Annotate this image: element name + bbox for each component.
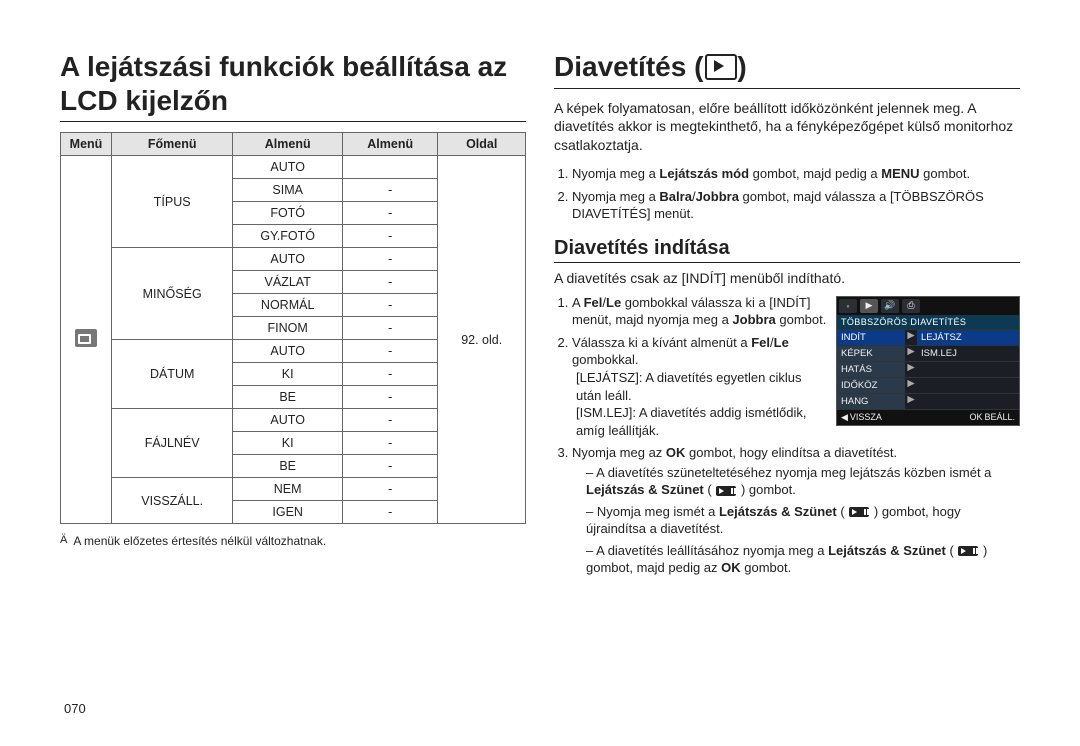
submenu-cell: AUTO [233, 340, 343, 363]
camera-menu-item: KÉPEK [837, 346, 905, 361]
submenu-cell: KI [233, 432, 343, 455]
camera-menu-item: HANG [837, 394, 905, 409]
top-steps: Nyomja meg a Lejátszás mód gombot, majd … [554, 165, 1020, 223]
slideshow-icon [705, 54, 737, 80]
submenu-cell: - [343, 386, 438, 409]
submenu-cell: - [343, 432, 438, 455]
camera-submenu-item: ISM.LEJ [917, 346, 1019, 361]
camera-submenu-item: LEJÁTSZ [917, 330, 1019, 345]
submenu-cell: BE [233, 386, 343, 409]
submenu-cell: - [343, 409, 438, 432]
submenu-cell: - [343, 248, 438, 271]
table-header: Almenü [343, 133, 438, 156]
table-header: Oldal [438, 133, 526, 156]
submenu-cell: - [343, 179, 438, 202]
chevron-right-icon: ▶ [905, 378, 917, 393]
main-menu-cell: TÍPUS [112, 156, 233, 248]
submenu-cell: AUTO [233, 409, 343, 432]
submenu-cell: SIMA [233, 179, 343, 202]
submenu-cell: - [343, 294, 438, 317]
camera-tab-icon: 🔊 [881, 299, 899, 313]
main-menu-cell: MINŐSÉG [112, 248, 233, 340]
play-pause-icon [958, 546, 978, 556]
submenu-cell: FOTÓ [233, 202, 343, 225]
table-header: Menü [61, 133, 112, 156]
submenu-cell: - [343, 271, 438, 294]
camera-ui-row: HANG▶ [837, 393, 1019, 409]
camera-ui-footer: ◀ VISSZA OK BEÁLL. [837, 409, 1019, 425]
camera-submenu-item [917, 378, 1019, 393]
submenu-cell: BE [233, 455, 343, 478]
dash-item: Nyomja meg ismét a Lejátszás & Szünet ( … [586, 503, 1020, 538]
camera-ui-row: IDŐKÖZ▶ [837, 377, 1019, 393]
sub-heading: Diavetítés indítása [554, 237, 1020, 263]
main-menu-cell: DÁTUM [112, 340, 233, 409]
camera-tab-icon: ▶ [860, 299, 878, 313]
page-number: 070 [64, 701, 86, 716]
camera-menu-item: INDÍT [837, 330, 905, 345]
play-pause-icon [849, 507, 869, 517]
chevron-right-icon: ▶ [905, 394, 917, 409]
right-heading: Diavetítés () [554, 50, 1020, 89]
footnote-text: A menük előzetes értesítés nélkül változ… [73, 534, 326, 548]
submenu-cell [343, 156, 438, 179]
table-header: Almenü [233, 133, 343, 156]
chevron-right-icon: ▶ [905, 330, 917, 345]
submenu-cell: IGEN [233, 501, 343, 524]
dash-list: A diavetítés szüneteltetéséhez nyomja me… [572, 464, 1020, 577]
submenu-cell: NORMÁL [233, 294, 343, 317]
chevron-right-icon: ▶ [905, 346, 917, 361]
submenu-cell: - [343, 455, 438, 478]
table-row: TÍPUSAUTO92. old. [61, 156, 526, 179]
step-1: Nyomja meg a Lejátszás mód gombot, majd … [572, 165, 1020, 183]
main-menu-cell: FÁJLNÉV [112, 409, 233, 478]
main-menu-cell: VISSZÁLL. [112, 478, 233, 524]
camera-submenu-item [917, 362, 1019, 377]
camera-ui-title: TÖBBSZÖRÖS DIAVETÍTÉS [837, 315, 1019, 329]
camera-ui-panel: ◦ ▶ 🔊 ⎙ TÖBBSZÖRÖS DIAVETÍTÉS INDÍT▶LEJÁ… [836, 296, 1020, 426]
submenu-cell: FINOM [233, 317, 343, 340]
dash-item: A diavetítés szüneteltetéséhez nyomja me… [586, 464, 1020, 499]
submenu-cell: GY.FOTÓ [233, 225, 343, 248]
submenu-cell: - [343, 340, 438, 363]
dash-item: A diavetítés leállításához nyomja meg a … [586, 542, 1020, 577]
camera-tab-icon: ◦ [839, 299, 857, 313]
camera-submenu-item [917, 394, 1019, 409]
submenu-cell: KI [233, 363, 343, 386]
menu-icon-cell [61, 156, 112, 524]
left-heading: A lejátszási funkciók beállítása az LCD … [60, 50, 526, 122]
table-header: Főmenü [112, 133, 233, 156]
camera-ui-row: INDÍT▶LEJÁTSZ [837, 329, 1019, 345]
submenu-cell: - [343, 363, 438, 386]
play-pause-icon [716, 486, 736, 496]
sub-intro: A diavetítés csak az [INDÍT] menüből ind… [554, 269, 1020, 288]
camera-ui-row: HATÁS▶ [837, 361, 1019, 377]
submenu-cell: - [343, 225, 438, 248]
camera-tab-icon: ⎙ [902, 299, 920, 313]
back-arrow-icon: ◀ [841, 412, 848, 423]
submenu-cell: AUTO [233, 248, 343, 271]
submenu-cell: - [343, 478, 438, 501]
chevron-right-icon: ▶ [905, 362, 917, 377]
playback-menu-icon [75, 329, 97, 347]
camera-ui-row: KÉPEK▶ISM.LEJ [837, 345, 1019, 361]
camera-menu-item: HATÁS [837, 362, 905, 377]
submenu-cell: NEM [233, 478, 343, 501]
camera-tabs: ◦ ▶ 🔊 ⎙ [837, 297, 1019, 315]
step-2: Nyomja meg a Balra/Jobbra gombot, majd v… [572, 188, 1020, 223]
footnote: Ä A menük előzetes értesítés nélkül vált… [60, 534, 526, 548]
submenu-cell: VÁZLAT [233, 271, 343, 294]
menu-table: MenüFőmenüAlmenüAlmenüOldal TÍPUSAUTO92.… [60, 132, 526, 524]
camera-menu-item: IDŐKÖZ [837, 378, 905, 393]
page-ref-cell: 92. old. [438, 156, 526, 524]
submenu-cell: - [343, 501, 438, 524]
sub-step-3: Nyomja meg az OK gombot, hogy elindítsa … [572, 444, 1020, 577]
submenu-cell: - [343, 202, 438, 225]
submenu-cell: AUTO [233, 156, 343, 179]
submenu-cell: - [343, 317, 438, 340]
footnote-marker: Ä [60, 534, 67, 548]
intro-text: A képek folyamatosan, előre beállított i… [554, 99, 1020, 156]
